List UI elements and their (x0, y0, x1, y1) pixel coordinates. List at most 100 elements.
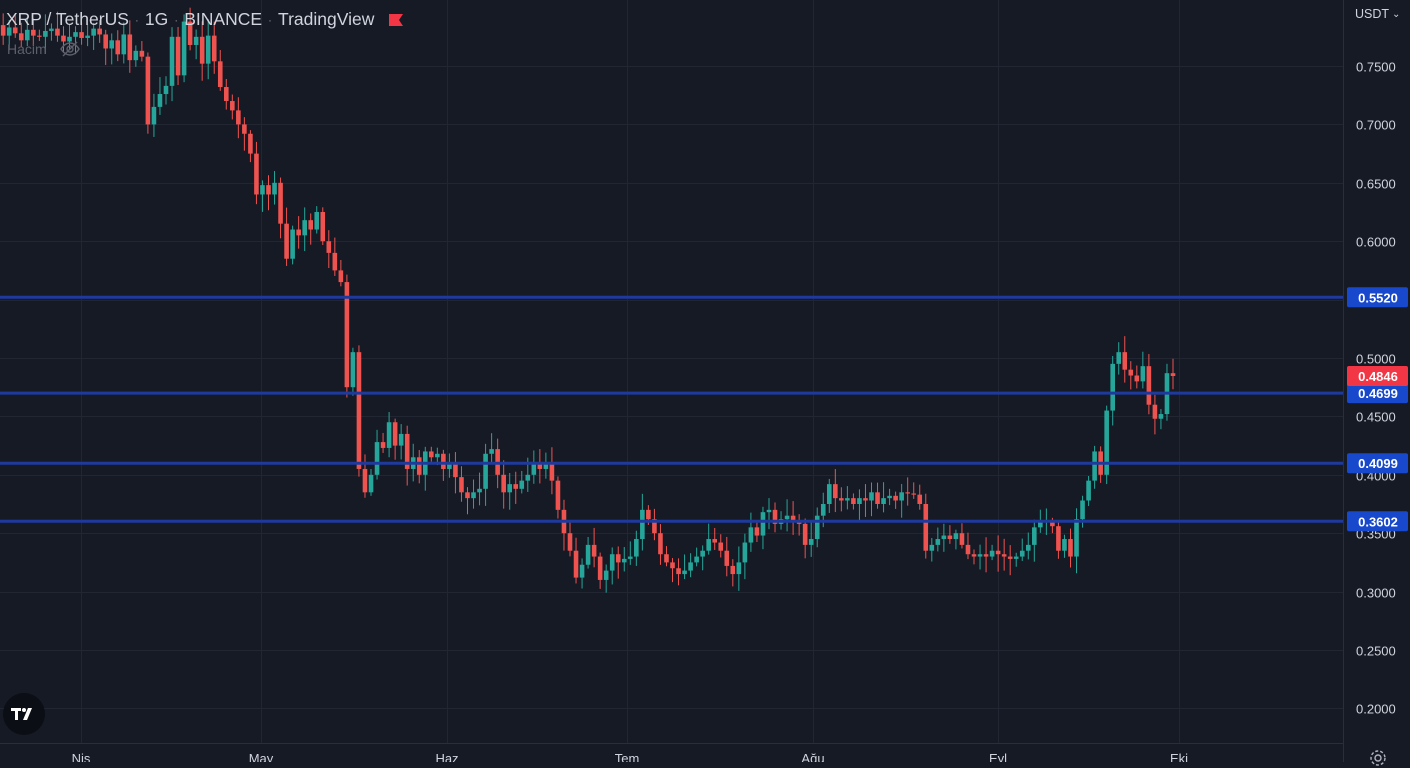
candle (344, 274, 350, 398)
candle (1025, 532, 1031, 560)
candle-body (881, 498, 886, 504)
candle (694, 547, 699, 567)
candle-body (1019, 550, 1025, 557)
volume-indicator[interactable]: Hacim (7, 40, 81, 58)
candle-body (742, 542, 748, 563)
candle-body (1092, 451, 1097, 481)
candle (254, 141, 259, 205)
candle-body (1001, 554, 1007, 557)
candle (513, 471, 519, 504)
candle (326, 230, 332, 269)
candle-body (694, 556, 699, 563)
candle-body (965, 544, 971, 555)
provider-label: TradingView (278, 9, 375, 29)
candle (561, 499, 567, 551)
candle-body (585, 544, 591, 565)
candle-body (682, 570, 687, 575)
candle (1110, 355, 1115, 426)
candle-body (640, 509, 645, 540)
candle (549, 447, 555, 495)
candle (1140, 351, 1146, 389)
candle-body (724, 550, 730, 566)
candle-body (374, 442, 380, 475)
exchange-label: BINANCE (184, 9, 263, 29)
candle-body (615, 554, 621, 563)
tradingview-logo[interactable] (3, 693, 45, 735)
symbol-name[interactable]: XRP / TetherUS (6, 9, 129, 29)
candle (465, 487, 470, 515)
candle (833, 469, 838, 513)
time-axis[interactable]: Nis May Haz Tem Ağu Eyl Eki (72, 751, 1189, 762)
candle-body (332, 252, 338, 271)
candle (634, 530, 639, 566)
candle-body (814, 515, 820, 540)
candle (621, 546, 627, 572)
candle-body (1116, 352, 1122, 364)
candle-body (1025, 544, 1031, 551)
candle-body (513, 484, 519, 489)
time-tick-label: May (249, 751, 274, 762)
candle (1128, 361, 1134, 390)
candle-body (248, 133, 253, 154)
candle-body (820, 504, 826, 516)
candle (392, 418, 398, 460)
candle-body (483, 453, 488, 489)
candle (718, 534, 724, 558)
currency-selector[interactable]: USDT ⌄ (1355, 7, 1400, 21)
price-tags: 0.5520 0.4699 0.4099 0.3602 0.4846 (1347, 287, 1408, 532)
candle (181, 14, 187, 83)
candle-body (1146, 366, 1152, 405)
candle (772, 502, 778, 533)
candle (223, 78, 229, 110)
candle (453, 452, 458, 494)
candle-body (320, 212, 326, 242)
candle (971, 549, 977, 565)
candle-body (730, 565, 736, 575)
candle (664, 546, 669, 567)
candle-body (603, 570, 609, 580)
time-tick-label: Nis (72, 751, 91, 762)
candle (356, 345, 362, 477)
candle-body (670, 562, 675, 569)
candle-body (591, 544, 597, 557)
level-tag-label: 0.4699 (1358, 386, 1398, 401)
candle (826, 478, 832, 513)
level-tag-bg (1347, 453, 1408, 474)
candle (217, 50, 223, 91)
eye-crossed-icon[interactable] (59, 40, 81, 58)
interval-label[interactable]: 1G (144, 9, 169, 29)
candle (628, 541, 633, 565)
candle (911, 482, 917, 499)
candle-body (272, 182, 277, 195)
level-tag-bg (1347, 383, 1408, 404)
candle (79, 22, 84, 45)
candle-body (175, 36, 181, 76)
flag-icon[interactable] (388, 13, 404, 27)
candle (1080, 495, 1085, 528)
candle (422, 446, 428, 491)
candle-body (193, 36, 199, 45)
candle-body (290, 229, 295, 259)
candle (133, 45, 139, 67)
candle-body (1013, 556, 1019, 559)
candle (893, 491, 898, 509)
candle-body (103, 34, 108, 49)
gear-icon[interactable] (1368, 748, 1388, 768)
candle (43, 14, 48, 54)
candle-body (302, 220, 307, 236)
tradingview-logo-icon (11, 708, 32, 720)
horizontal-lines[interactable] (0, 295, 1343, 523)
candle-body (296, 229, 301, 236)
candle-body (935, 539, 941, 545)
candle-body (977, 554, 983, 557)
candle-body (875, 492, 880, 504)
candle (1092, 445, 1097, 489)
candle (851, 493, 856, 510)
symbol-legend[interactable]: XRP / TetherUS · 1G · BINANCE · TradingV… (6, 9, 404, 30)
candle (284, 207, 289, 266)
candle (1134, 365, 1140, 389)
candle-body (887, 495, 892, 499)
candle-body (6, 27, 12, 36)
candle (585, 536, 591, 569)
